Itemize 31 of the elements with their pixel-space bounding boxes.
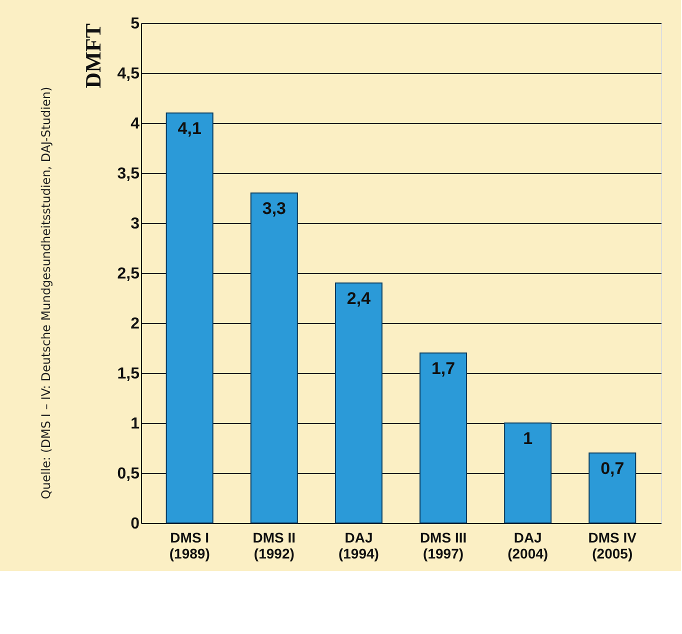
y-tick-label: 2,5	[117, 266, 140, 282]
bar	[334, 282, 382, 524]
x-tick-label: DAJ (2004)	[508, 530, 548, 562]
bar	[250, 192, 298, 524]
source-note: Quelle: (DMS I – IV: Deutsche Mundgesundheitsstudien, DAJ-Studien)	[39, 86, 53, 500]
data-label: 0,7	[600, 459, 624, 478]
x-tick-label: DMS III (1997)	[420, 530, 467, 562]
bar	[504, 422, 552, 524]
y-tick-label: 3,5	[117, 166, 140, 182]
y-tick-label: 3	[130, 216, 140, 232]
data-label: 4,1	[178, 119, 202, 138]
y-tick-label: 5	[130, 16, 140, 32]
bar	[588, 452, 636, 524]
y-tick-label: 0,5	[117, 466, 140, 482]
y-tick-label: 4	[130, 116, 140, 132]
data-label: 1	[523, 429, 533, 448]
y-tick-label: 1,5	[117, 366, 140, 382]
x-tick-label: DMS II (1992)	[252, 530, 296, 562]
y-axis-title: DMFT	[80, 23, 106, 88]
y-tick-label: 1	[130, 416, 140, 432]
data-label: 2,4	[346, 289, 372, 308]
x-tick-label: DAJ (1994)	[338, 530, 379, 562]
data-label: 3,3	[262, 199, 286, 218]
data-label: 1,7	[431, 359, 456, 378]
y-tick-label: 4,5	[117, 66, 140, 82]
x-tick-label: DMS I (1989)	[169, 530, 210, 562]
x-tick-label: DMS IV (2005)	[588, 530, 638, 562]
bar	[166, 112, 214, 524]
y-tick-label: 0	[130, 516, 140, 532]
y-tick-label: 2	[130, 316, 140, 332]
bar	[420, 352, 468, 524]
